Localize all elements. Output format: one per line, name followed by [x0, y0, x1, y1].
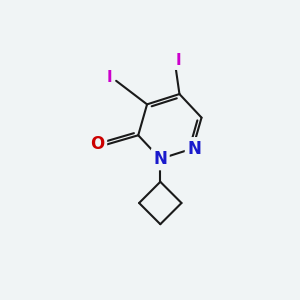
Text: N: N [187, 140, 201, 158]
Text: I: I [175, 53, 181, 68]
Text: O: O [91, 135, 105, 153]
Text: N: N [153, 150, 167, 168]
Text: I: I [107, 70, 112, 85]
